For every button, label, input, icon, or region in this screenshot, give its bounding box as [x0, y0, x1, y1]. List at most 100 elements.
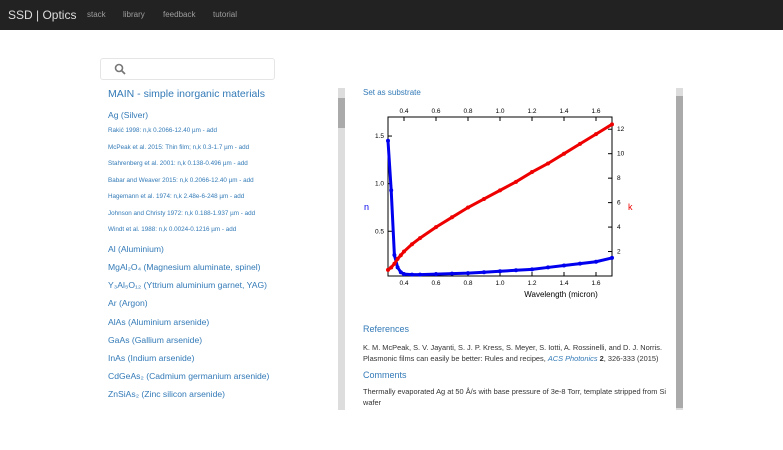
references-title: References: [363, 324, 410, 334]
book-link[interactable]: AlAs (Aluminium arsenide): [108, 316, 210, 327]
page-link[interactable]: Rakić 1998: n,k 0.2066-12.40 µm -: [108, 127, 205, 135]
data-point: [514, 179, 518, 184]
data-point: [578, 141, 582, 146]
x-tick-label: 1.6: [591, 280, 600, 287]
axis-label: k: [628, 202, 633, 212]
x-tick-label-top: 1.0: [495, 108, 504, 115]
add-link[interactable]: add: [233, 193, 245, 201]
data-point: [530, 267, 534, 272]
x-axis-label: Wavelength (micron): [524, 290, 598, 299]
y2-tick-label: 4: [617, 224, 621, 231]
page-link[interactable]: Hagemann et al. 1974: n,k 2.48e-6-248 µm…: [108, 193, 233, 201]
reference-volume: 2: [599, 354, 604, 363]
page-link[interactable]: Babar and Weaver 2015: n,k 0.2066-12.40 …: [108, 176, 242, 184]
page-row: Stahrenberg et al. 2001: n,k 0.138-0.496…: [108, 160, 248, 167]
y2-tick-label: 6: [617, 200, 621, 207]
data-point: [546, 265, 550, 270]
add-link[interactable]: add: [244, 209, 256, 217]
data-point: [610, 122, 614, 127]
data-point: [392, 261, 397, 266]
y2-tick-label: 12: [617, 126, 625, 133]
data-point: [386, 267, 390, 272]
book-link[interactable]: Al (Aluminium): [108, 243, 164, 254]
x-tick-label: 0.6: [431, 280, 440, 287]
data-point: [402, 249, 406, 254]
data-point: [434, 272, 438, 277]
data-point: [450, 215, 454, 220]
page-link[interactable]: Stahrenberg et al. 2001: n,k 0.138-0.496…: [108, 160, 236, 168]
data-point: [410, 272, 414, 277]
nav-link[interactable]: tutorial: [213, 10, 238, 19]
y2-tick-label: 2: [617, 249, 621, 256]
book-link[interactable]: Au (Gold): [108, 408, 145, 411]
x-tick-label-top: 0.4: [399, 108, 408, 115]
page-row: Hagemann et al. 1974: n,k 2.48e-6-248 µm…: [108, 193, 244, 200]
y-tick-label: 1.0: [375, 181, 384, 188]
book-link[interactable]: GaAs (Gallium arsenide): [108, 334, 203, 345]
book-link[interactable]: Y₃Al₅O₁₂ (Yttrium aluminium garnet, YAG): [108, 280, 268, 291]
book-link[interactable]: MgAl₂O₄ (Magnesium aluminate, spinel): [108, 261, 261, 272]
data-point: [389, 265, 394, 270]
y2-tick-label: 10: [617, 151, 625, 158]
navbar: SSD | Optics stack library feedback tutoria…: [0, 0, 783, 30]
data-point: [546, 161, 550, 166]
scrollbar[interactable]: [676, 88, 683, 410]
page-link[interactable]: Windt et al. 1988: n,k 0.0024-0.1216 µm …: [108, 226, 224, 234]
x-tick-label: 1.0: [495, 280, 504, 287]
book-link[interactable]: Ar (Argon): [108, 298, 148, 309]
add-link[interactable]: add: [238, 143, 250, 151]
page-link[interactable]: McPeak et al. 2015: Thin film; n,k 0.3-1…: [108, 143, 237, 151]
book-link[interactable]: Ag (Silver): [108, 110, 149, 120]
y-tick-label: 0.5: [375, 228, 384, 235]
nav-link[interactable]: feedback: [163, 10, 196, 19]
data-point: [398, 253, 403, 258]
chart: 0.4 0.4 0.6 0.6 0.8 0.8 1.0 1.0 1.2 1.2 1.4 1.4 1.6 1…: [364, 108, 633, 299]
x-tick-label-top: 0.6: [431, 108, 440, 115]
reference-authors: K. M. McPeak, S. V. Jayanti, S. J. P. Kr…: [363, 343, 663, 363]
add-link[interactable]: add: [206, 127, 218, 135]
data-point: [466, 271, 470, 276]
reference-journal[interactable]: ACS Photonics: [547, 354, 598, 363]
data-point: [594, 132, 598, 137]
page-row: Windt et al. 1988: n,k 0.0024-0.1216 µm …: [108, 226, 236, 233]
sidebar: MAIN - simple inorganic materials Ag (Sil…: [100, 86, 336, 410]
series-line: [387, 123, 613, 272]
page-row: Babar and Weaver 2015: n,k 0.2066-12.40 …: [108, 177, 254, 184]
data-point: [482, 270, 486, 275]
x-tick-label: 0.4: [399, 280, 408, 287]
book-link[interactable]: ZnSiAs₂ (Zinc silicon arsenide): [108, 389, 226, 400]
x-tick-label: 1.4: [559, 280, 568, 287]
reference: K. M. McPeak, S. V. Jayanti, S. J. P. Kr…: [363, 342, 675, 364]
data-point: [594, 259, 598, 264]
comment: Thermally evaporated Ag at 50 Å/s with b…: [363, 387, 667, 407]
data-point: [410, 242, 414, 247]
data-point: [562, 151, 566, 156]
book-link[interactable]: InAs (Indium arsenide): [108, 352, 195, 363]
set-substrate-link[interactable]: Set as substrate: [363, 88, 421, 97]
data-point: [418, 236, 422, 241]
axis-label: n: [364, 202, 369, 212]
comments-title: Comments: [363, 370, 407, 380]
data-point: [395, 256, 400, 261]
y2-tick-label: 8: [617, 175, 621, 182]
x-tick-label-top: 1.6: [591, 108, 600, 115]
add-link[interactable]: add: [243, 176, 254, 184]
shelf-title[interactable]: MAIN - simple inorganic materials: [108, 88, 265, 100]
data-point: [482, 196, 486, 201]
data-point: [498, 188, 502, 193]
search-box[interactable]: [100, 58, 275, 80]
nav-link[interactable]: library: [123, 10, 145, 19]
data-point: [530, 170, 534, 175]
x-tick-label-top: 1.4: [559, 108, 568, 115]
search-icon: [114, 63, 126, 75]
add-link[interactable]: add: [225, 226, 237, 234]
page-row: McPeak et al. 2015: Thin film; n,k 0.3-1…: [108, 144, 249, 151]
nav-link[interactable]: stack: [87, 10, 106, 19]
page-link[interactable]: Johnson and Christy 1972: n,k 0.188-1.93…: [108, 209, 243, 217]
add-link[interactable]: add: [237, 160, 248, 168]
brand[interactable]: SSD | Optics: [8, 8, 77, 22]
scrollbar[interactable]: [338, 88, 345, 410]
book-link[interactable]: CdGeAs₂ (Cadmium germanium arsenide): [108, 371, 270, 382]
page-row: Johnson and Christy 1972: n,k 0.188-1.93…: [108, 210, 255, 217]
